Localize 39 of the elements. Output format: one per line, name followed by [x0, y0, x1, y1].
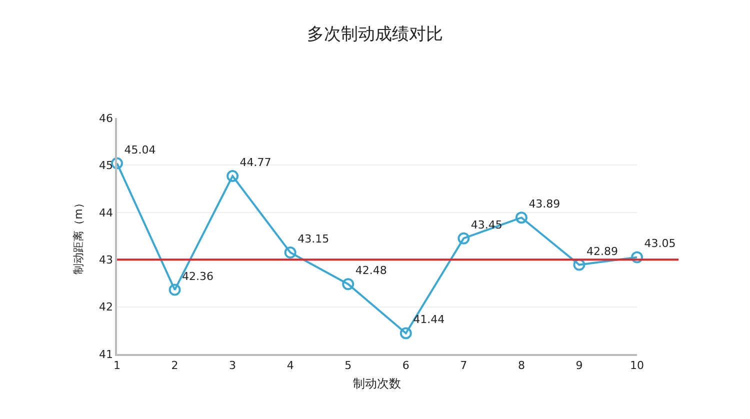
y-axis-title: 制动距离（m）	[72, 198, 86, 274]
x-tick-label: 3	[229, 358, 236, 372]
y-tick-label: 41	[99, 348, 114, 361]
x-tick-label: 1	[114, 358, 120, 372]
point	[342, 278, 354, 290]
data-label: 42.89	[586, 244, 618, 258]
point	[226, 170, 239, 182]
x-tick-label: 7	[460, 358, 468, 372]
point	[111, 157, 123, 170]
point	[573, 258, 586, 271]
data-label: 42.48	[355, 264, 387, 278]
x-tick-label: 4	[286, 358, 294, 372]
point	[168, 284, 181, 296]
data-label: 43.45	[470, 218, 502, 232]
x-tick-label: 5	[344, 358, 352, 372]
y-tick-label: 43	[99, 253, 114, 266]
data-label: 42.36	[182, 270, 214, 283]
y-tick-label: 45	[99, 159, 114, 172]
point	[400, 327, 412, 340]
point	[515, 212, 528, 224]
point	[631, 251, 643, 264]
data-label: 43.15	[298, 232, 330, 246]
point	[284, 246, 296, 259]
x-tick-label: 9	[576, 358, 583, 372]
data-label: 44.77	[240, 156, 272, 170]
x-axis-title: 制动次数	[353, 376, 401, 390]
data-label: 45.04	[124, 143, 156, 156]
x-tick-label: 10	[630, 358, 644, 372]
x-tick-label: 8	[518, 358, 525, 372]
y-tick-label: 42	[99, 300, 114, 314]
data-label: 41.44	[413, 313, 445, 326]
x-tick-label: 2	[171, 358, 178, 372]
data-label: 43.89	[528, 198, 560, 211]
y-tick-label: 44	[99, 206, 114, 220]
y-tick-label: 46	[99, 112, 114, 125]
point	[458, 232, 470, 244]
x-tick-label: 6	[402, 358, 410, 372]
data-label: 43.05	[644, 237, 676, 250]
chart-title: 多次制动成绩对比	[307, 24, 443, 44]
